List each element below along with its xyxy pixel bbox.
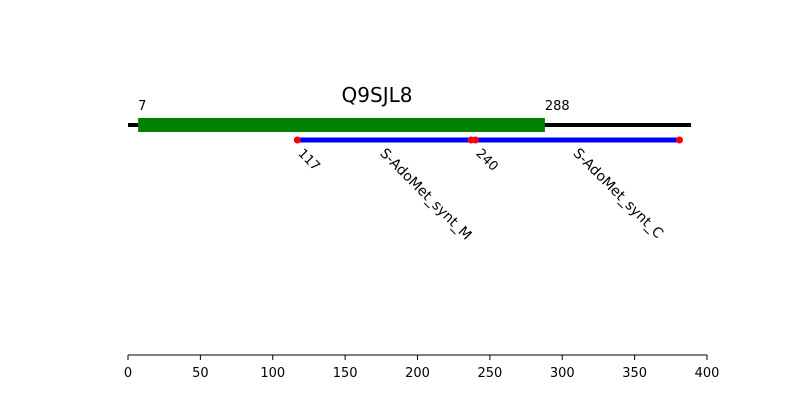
x-tick-label-5: 250 xyxy=(477,366,502,381)
highlight-region-bar xyxy=(138,118,545,132)
highlight-end-label: 288 xyxy=(545,99,570,114)
domain-start-marker-2 xyxy=(471,136,479,144)
domain-start-label-2: 240 xyxy=(473,146,501,174)
x-tick-label-1: 50 xyxy=(192,366,209,381)
chart-title: Q9SJL8 xyxy=(342,83,413,107)
domain-start-label-1: 117 xyxy=(295,146,323,174)
x-axis: 0 50 100 150 200 250 300 350 400 xyxy=(124,354,720,381)
x-tick-label-7: 350 xyxy=(622,366,647,381)
x-tick-label-2: 100 xyxy=(260,366,285,381)
x-tick-label-0: 0 xyxy=(124,366,132,381)
x-tick-label-3: 150 xyxy=(333,366,358,381)
highlight-start-label: 7 xyxy=(138,99,146,114)
x-tick-label-4: 200 xyxy=(405,366,430,381)
x-tick-label-6: 300 xyxy=(550,366,575,381)
domain-name-label-1: S-AdoMet_synt_M xyxy=(376,146,474,244)
x-tick-label-8: 400 xyxy=(695,366,720,381)
domain-start-marker-1 xyxy=(293,136,301,144)
domain-end-marker-2 xyxy=(675,136,683,144)
domain-name-label-2: S-AdoMet_synt_C xyxy=(570,146,667,243)
